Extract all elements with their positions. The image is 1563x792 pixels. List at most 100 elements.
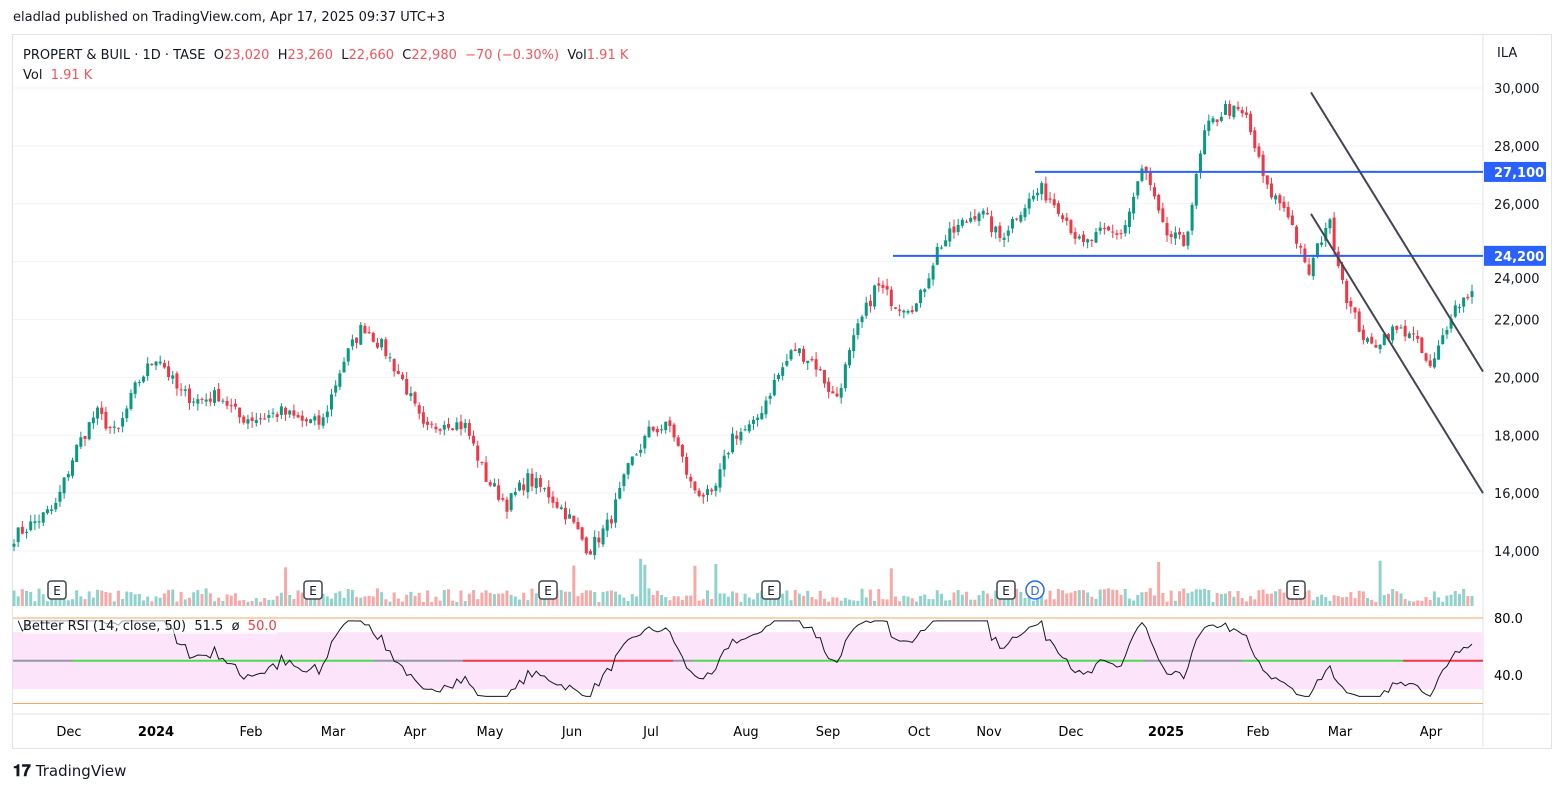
- currency-label[interactable]: ILA: [1497, 46, 1518, 61]
- candle-body: [304, 419, 308, 422]
- volume-bar: [1236, 590, 1240, 606]
- volume-bar: [977, 595, 981, 606]
- volume-bar: [33, 601, 37, 606]
- candle-body: [1081, 234, 1085, 242]
- volume-bar: [726, 596, 730, 606]
- channel-upper-line: [1310, 91, 1484, 373]
- candle-body: [1249, 113, 1253, 133]
- level-price-tag: [1484, 161, 1546, 182]
- volume-bar: [150, 601, 154, 606]
- volume-bar: [233, 593, 237, 606]
- candle-body: [1290, 215, 1294, 226]
- volume-bar: [1169, 590, 1173, 606]
- volume-bar: [288, 594, 292, 606]
- volume-bar: [593, 592, 597, 606]
- volume-bar: [1357, 590, 1361, 606]
- candle-body: [355, 337, 359, 343]
- candle-body: [171, 375, 175, 379]
- channel-lower-line: [1310, 213, 1484, 494]
- volume-bar: [668, 600, 672, 606]
- volume-bar: [676, 596, 680, 606]
- symbol[interactable]: PROPERT & BUIL · 1D · TASE: [23, 48, 206, 63]
- candle-body: [781, 367, 785, 376]
- candle-body: [480, 461, 484, 463]
- volume-bar: [1144, 591, 1148, 606]
- candle-body: [960, 219, 964, 226]
- candle-body: [1107, 226, 1111, 231]
- candle-body: [367, 332, 371, 334]
- volume-bar: [296, 590, 300, 606]
- candle-body: [1437, 345, 1441, 360]
- volume-bar: [965, 591, 969, 606]
- y-tick-label: 16,000: [1494, 487, 1540, 502]
- volume-bar: [672, 596, 676, 606]
- candle-body: [154, 361, 158, 366]
- rsi-legend[interactable]: Better RSI (14, close, 50) 51.5 ø 50.0: [23, 619, 277, 634]
- volume-bar: [1416, 600, 1420, 606]
- volume-bar: [1349, 592, 1353, 606]
- candle-body: [1278, 195, 1282, 204]
- candle-body: [279, 406, 283, 415]
- volume-bar: [1437, 597, 1441, 606]
- volume-bar: [622, 597, 626, 606]
- chart-frame[interactable]: [12, 34, 1552, 749]
- volume-bar: [1077, 590, 1081, 606]
- candle-body: [275, 414, 279, 418]
- candle-body: [593, 536, 597, 556]
- y-tick-label: 28,000: [1494, 140, 1540, 155]
- candle-body: [739, 431, 743, 441]
- candle-body: [350, 339, 354, 347]
- candle-body: [1215, 119, 1219, 122]
- volume-bar: [192, 592, 196, 606]
- volume-bar: [258, 601, 262, 606]
- volume-bar: [1107, 588, 1111, 606]
- candle-body: [1194, 174, 1198, 206]
- volume-bar: [175, 601, 179, 606]
- candle-body: [505, 499, 509, 512]
- volume-value: 1.91 K: [50, 68, 93, 83]
- volume-bar: [1194, 589, 1198, 606]
- volume-bar: [718, 593, 722, 606]
- candle-body: [1462, 297, 1466, 307]
- candle-body: [835, 393, 839, 397]
- volume-bar: [597, 601, 601, 606]
- volume-bar: [213, 601, 217, 606]
- level-price-label: 24,200: [1494, 250, 1544, 265]
- level-price-tag: [1484, 245, 1546, 266]
- candle-body: [701, 494, 705, 497]
- candle-body: [1315, 243, 1319, 257]
- volume-bar: [559, 590, 563, 606]
- candle-body: [1466, 296, 1470, 299]
- candle-body: [1115, 233, 1119, 235]
- volume-bar: [171, 589, 175, 606]
- candle-body: [1228, 104, 1232, 116]
- volume-bar: [25, 590, 29, 606]
- x-tick-label: Apr: [1420, 725, 1443, 740]
- volume-bar: [279, 592, 283, 606]
- high-value: 23,260: [287, 48, 334, 63]
- volume-bar: [112, 601, 116, 606]
- candle-body: [793, 349, 797, 352]
- candle-body: [1102, 228, 1106, 230]
- volume-bar: [789, 600, 793, 606]
- volume-bar: [338, 591, 342, 606]
- candle-body: [150, 363, 154, 365]
- candle-body: [664, 421, 668, 431]
- candle-body: [1457, 306, 1461, 308]
- tradingview-logo[interactable]: 𝟏𝟕 TradingView: [13, 761, 126, 781]
- volume-bar: [1044, 599, 1048, 606]
- candle-body: [79, 437, 83, 447]
- volume-bar: [839, 600, 843, 606]
- candle-body: [814, 359, 818, 370]
- candle-body: [384, 339, 388, 357]
- volume-bar: [375, 588, 379, 606]
- candle-body: [1382, 333, 1386, 345]
- candle-body: [931, 265, 935, 280]
- volume-bar: [1073, 590, 1077, 606]
- candle-body: [1098, 227, 1102, 231]
- volume-bar: [497, 593, 501, 606]
- candle-body: [192, 401, 196, 403]
- candle-body: [463, 422, 467, 429]
- candle-body: [555, 501, 559, 508]
